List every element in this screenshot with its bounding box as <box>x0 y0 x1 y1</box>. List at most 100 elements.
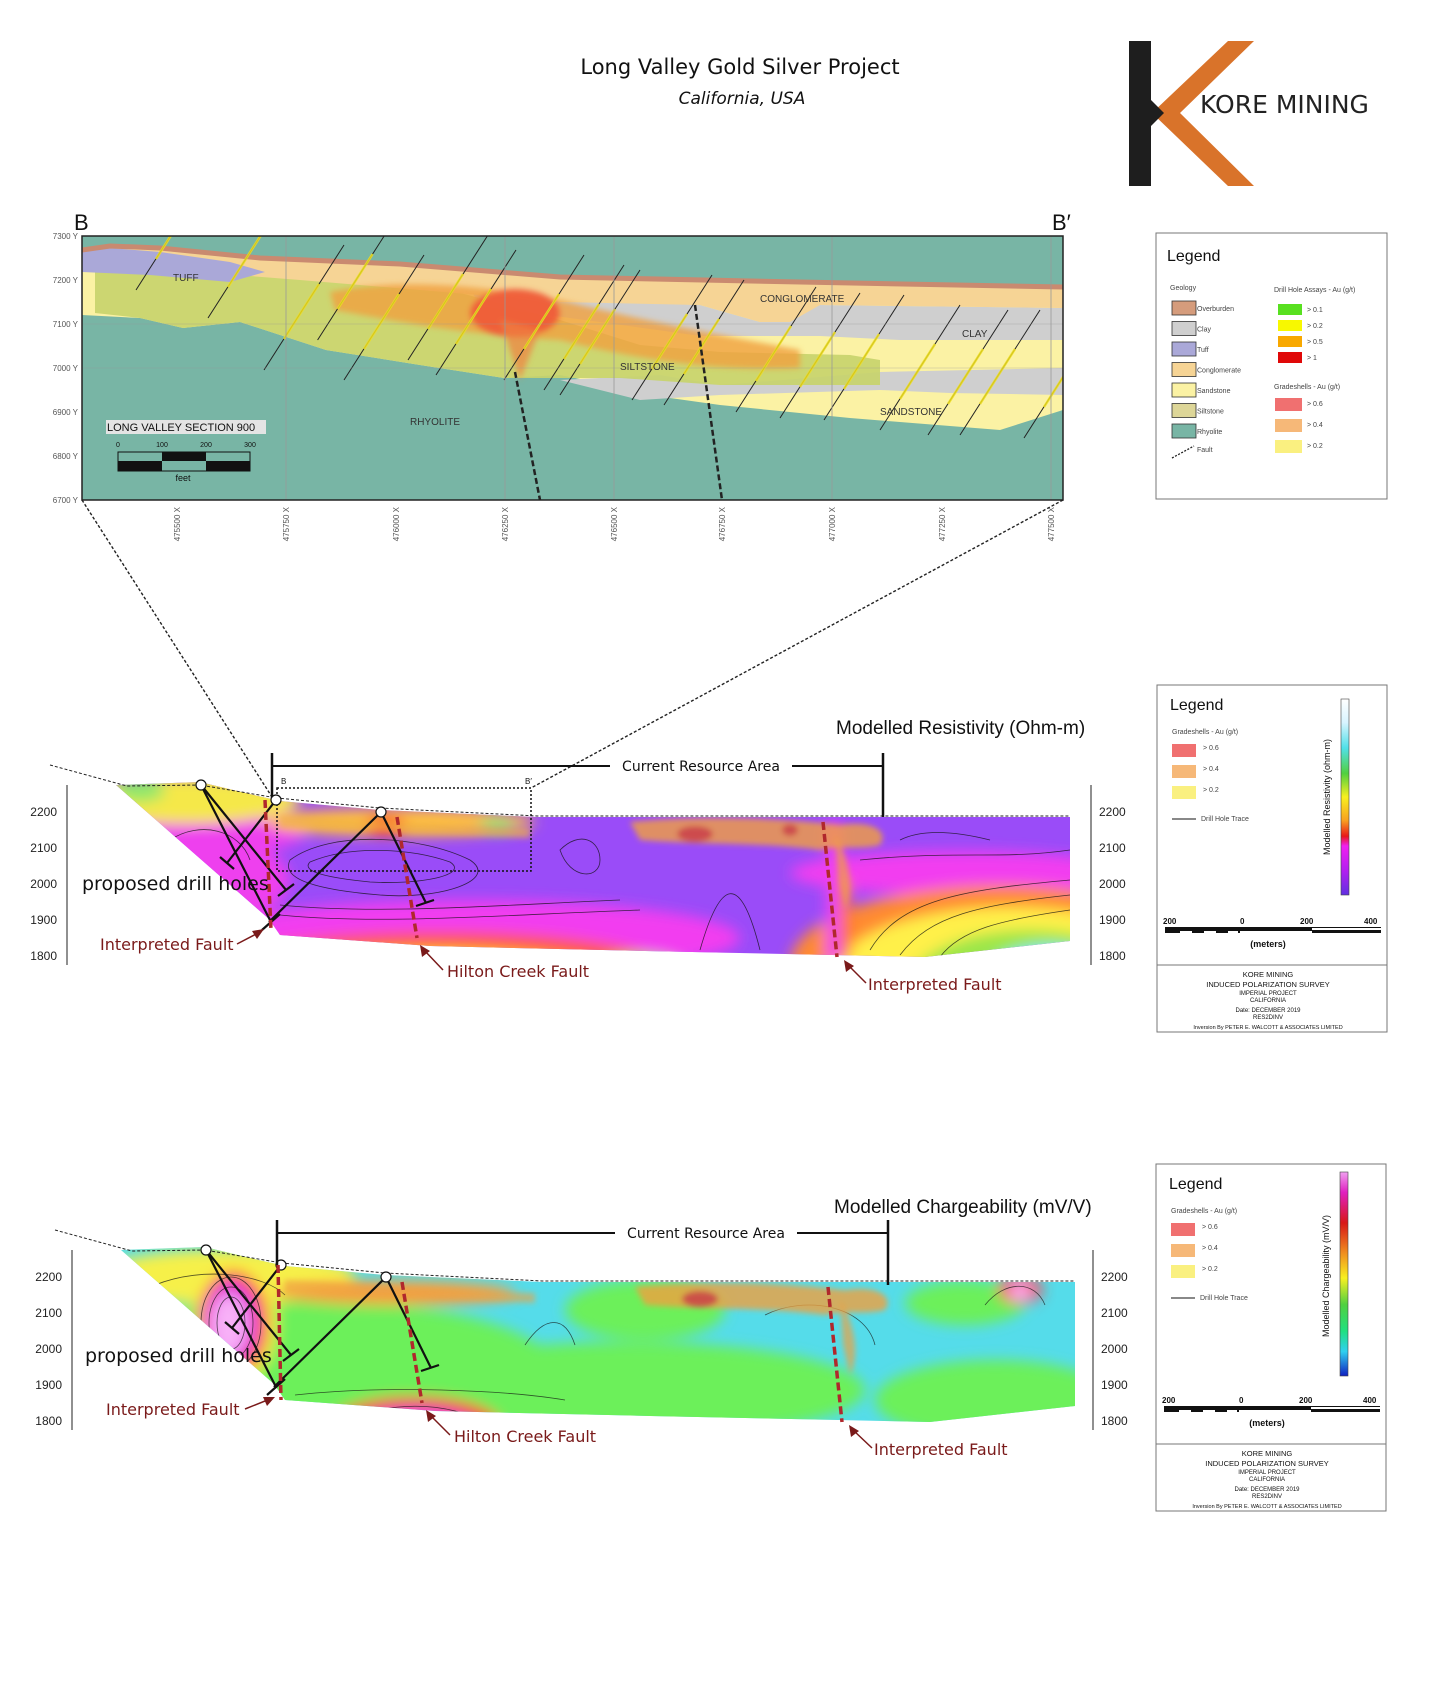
gradeshell-swatch <box>1172 744 1196 757</box>
fault-arrows <box>244 1397 873 1449</box>
resistivity-colorbar <box>1340 698 1350 896</box>
meters-scale-bar: 200 0 200 400 (meters) <box>1163 917 1381 949</box>
scale-tick: 200 <box>1163 917 1177 926</box>
gradeshell-swatch <box>1275 419 1302 432</box>
section-frame <box>81 235 1064 501</box>
assay-interval <box>798 331 837 388</box>
drill-hole-trace <box>1023 376 1063 439</box>
assay-interval <box>946 348 985 405</box>
chargeability-section: 2200 2100 2000 1900 1800 2200 2100 2000 … <box>35 1197 1128 1459</box>
gradeshell-swatch <box>1172 765 1196 778</box>
scale-tick: 0 <box>1239 1396 1244 1405</box>
scale-tick: 0 <box>116 442 120 449</box>
assay-swatch <box>1278 320 1302 331</box>
resource-area-label: Current Resource Area <box>622 759 780 775</box>
gradeshell-label: > 0.4 <box>1203 766 1219 773</box>
proposed-drill-holes-label: proposed drill holes <box>85 1345 272 1367</box>
legend-footer: KORE MINING INDUCED POLARIZATION SURVEY … <box>1193 970 1342 1031</box>
box-start-label: B <box>281 777 286 786</box>
y-axis-ticks: 7300 Y 7200 Y 7100 Y 7000 Y 6900 Y 6800 … <box>53 232 79 505</box>
resource-area-bracket: Current Resource Area <box>275 1220 890 1285</box>
interpreted-fault-label-right: Interpreted Fault <box>868 975 1002 994</box>
chargeability-gradeshells <box>285 1280 888 1375</box>
legend-title: Legend <box>1170 697 1223 714</box>
feet-scale-bar: 0 100 200 300 feet <box>116 442 256 483</box>
assay-interval <box>562 303 601 360</box>
y-tick: 7200 Y <box>53 276 79 285</box>
chargeability-title: Modelled Chargeability (mV/V) <box>834 1197 1092 1218</box>
assay-swatch <box>1278 304 1302 315</box>
y-tick: 2200 <box>35 1270 62 1284</box>
scale-tick: 200 <box>1162 1396 1176 1405</box>
x-tick: 476500 X <box>610 506 619 541</box>
footer-line: IMPERIAL PROJECT <box>1238 1470 1296 1476</box>
y-tick: 2200 <box>30 805 57 819</box>
geology-swatch <box>1171 341 1197 357</box>
resistivity-section: 2200 2100 2000 1900 1800 2200 2100 2000 … <box>30 718 1126 994</box>
legend-gradeshell-header: Gradeshells - Au (g/t) <box>1172 729 1238 736</box>
resistivity-y-axis-right: 2200 2100 2000 1900 1800 <box>1090 785 1126 965</box>
assay-interval <box>978 348 1017 405</box>
overburden-layer <box>82 243 1063 290</box>
y-tick: 7000 Y <box>53 364 79 373</box>
footer-line: KORE MINING <box>1243 970 1294 979</box>
clay-layer <box>470 288 1063 340</box>
assay-interval <box>226 236 262 288</box>
assay-interval <box>578 308 617 365</box>
logo-bar <box>1129 41 1151 186</box>
y-tick: 2000 <box>1101 1342 1128 1356</box>
assay-interval <box>650 313 689 370</box>
assay-interval <box>898 343 937 400</box>
conglomerate-layer <box>82 246 1063 322</box>
y-tick: 6800 Y <box>53 452 79 461</box>
resistivity-y-axis-left: 2200 2100 2000 1900 1800 <box>30 785 68 965</box>
x-tick: 477000 X <box>828 506 837 541</box>
geology-section-b: B B′ <box>53 210 1071 541</box>
section-b-outline: B B′ <box>276 777 532 872</box>
page-title: Long Valley Gold Silver Project <box>580 55 899 79</box>
assay-label: > 1 <box>1307 355 1317 362</box>
assay-interval <box>336 253 374 310</box>
assay-interval <box>522 293 561 350</box>
proposed-drill-holes <box>200 1244 440 1396</box>
scale-tick: 0 <box>1240 917 1245 926</box>
chargeability-legend: Legend Gradeshells - Au (g/t) > 0.6 > 0.… <box>1155 1163 1387 1512</box>
footer-line: RES2DINV <box>1252 1494 1282 1500</box>
fault-arrows <box>236 929 867 984</box>
y-tick: 1900 <box>1101 1378 1128 1392</box>
x-tick: 477500 X <box>1047 506 1056 541</box>
legend-footer: KORE MINING INDUCED POLARIZATION SURVEY … <box>1192 1449 1341 1510</box>
drill-hole-trace <box>135 236 172 291</box>
resistivity-title: Modelled Resistivity (Ohm-m) <box>836 718 1085 739</box>
interpreted-fault-label-left: Interpreted Fault <box>100 935 234 954</box>
x-axis-ticks: 475500 X 475750 X 476000 X 476250 X 4765… <box>173 506 1056 541</box>
label-rhyolite: RHYOLITE <box>410 417 460 428</box>
label-sandstone: SANDSTONE <box>880 407 942 418</box>
scale-unit: (meters) <box>1249 1418 1285 1428</box>
y-tick: 6700 Y <box>53 496 79 505</box>
label-conglomerate: CONGLOMERATE <box>760 294 845 305</box>
gradeshell-label: > 0.4 <box>1307 422 1323 429</box>
zoom-connector-left <box>81 499 273 798</box>
gradeshell-label: > 0.6 <box>1203 745 1219 752</box>
geology-label: Conglomerate <box>1197 368 1241 375</box>
drill-hole-traces <box>135 236 1063 439</box>
geology-label: Overburden <box>1197 306 1234 313</box>
footer-line: KORE MINING <box>1242 1449 1293 1458</box>
legend-gradeshell-header: Gradeshells - Au (g/t) <box>1274 384 1340 391</box>
gradeshell-label: > 0.2 <box>1307 443 1323 450</box>
gradeshell-swatch <box>1171 1223 1195 1236</box>
fault-traces <box>276 1264 844 1423</box>
x-tick: 476000 X <box>392 506 401 541</box>
y-tick: 2000 <box>30 877 57 891</box>
y-tick: 1800 <box>1099 949 1126 963</box>
drill-trace-label: Drill Hole Trace <box>1200 1295 1248 1302</box>
legend-geology-header: Geology <box>1170 285 1197 292</box>
assay-label: > 0.2 <box>1307 323 1323 330</box>
geology-label: Rhyolite <box>1197 429 1222 436</box>
footer-line: INDUCED POLARIZATION SURVEY <box>1206 980 1330 989</box>
geology-swatch <box>1171 362 1197 377</box>
interpreted-fault-label-right: Interpreted Fault <box>874 1440 1008 1459</box>
x-tick: 476750 X <box>718 506 727 541</box>
hilton-creek-fault-label: Hilton Creek Fault <box>447 962 589 981</box>
